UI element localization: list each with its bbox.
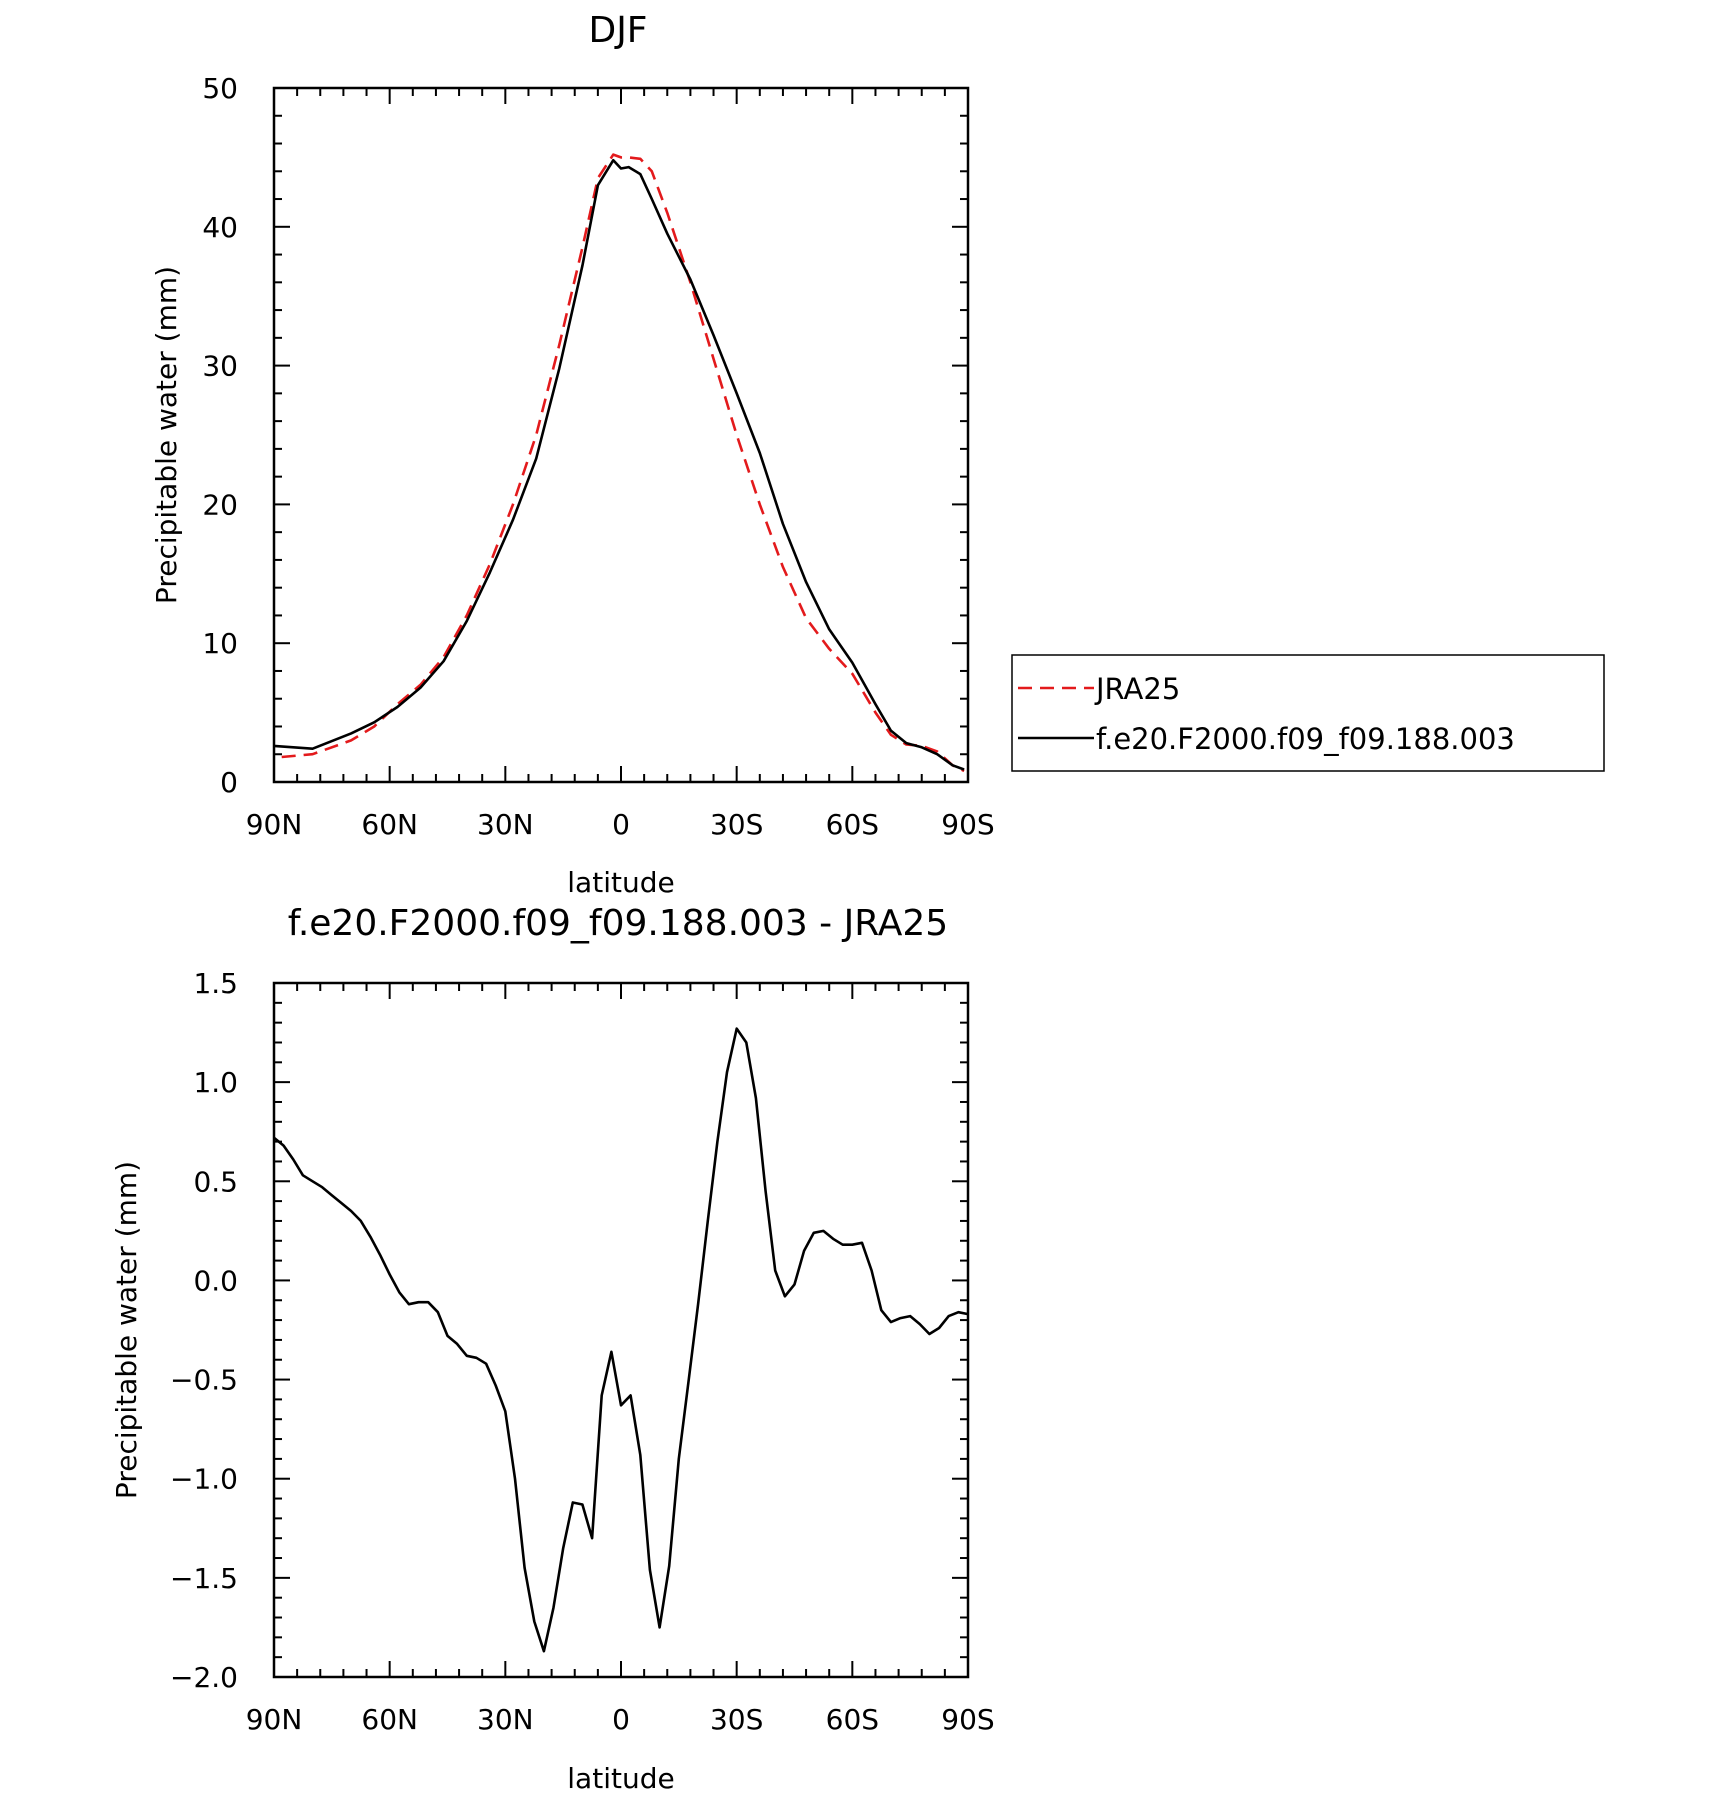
plot-frame (272, 86, 970, 784)
x-tick-label: 30N (477, 1703, 534, 1736)
y-tick-label: −1.5 (170, 1562, 238, 1595)
y-tick-label: −2.0 (170, 1661, 238, 1694)
x-tick-label: 90S (941, 808, 994, 841)
legend: JRA25 f.e20.F2000.f09_f09.188.003 (1011, 654, 1605, 772)
x-tick-label: 30S (710, 808, 763, 841)
y-axis-title: Precipitable water (mm) (110, 1161, 143, 1499)
y-tick-label: 40 (202, 211, 238, 244)
x-axis-title: latitude (567, 866, 674, 899)
series-layer (273, 1027, 969, 1653)
tick-marks (273, 87, 969, 783)
tick-marks (273, 982, 969, 1678)
y-tick-label: 10 (202, 627, 238, 660)
difference-panel: f.e20.F2000.f09_f09.188.003 - JRA25 90N 6… (110, 903, 995, 1794)
tick-labels: 90N 60N 30N 0 30S 60S 90S 0 10 20 30 40 50 (202, 72, 994, 841)
panel-title: DJF (588, 10, 647, 51)
x-tick-label: 60N (361, 1703, 418, 1736)
x-tick-label: 60N (361, 808, 418, 841)
tick-labels: 90N 60N 30N 0 30S 60S 90S −2.0 −1.5 −1.0 −0.5 0.0 0.… (170, 967, 995, 1736)
y-tick-label: 30 (202, 350, 238, 383)
y-tick-label: 0 (220, 766, 238, 799)
y-tick-label: 50 (202, 72, 238, 105)
panel-title: f.e20.F2000.f09_f09.188.003 - JRA25 (288, 903, 948, 944)
x-tick-label: 90N (246, 1703, 303, 1736)
y-tick-label: 1.0 (193, 1066, 238, 1099)
x-tick-label: 60S (826, 1703, 879, 1736)
x-tick-label: 30N (477, 808, 534, 841)
x-tick-label: 0 (612, 808, 630, 841)
series-line-jra25 (281, 153, 965, 773)
x-tick-label: 0 (612, 1703, 630, 1736)
y-axis-title: Precipitable water (mm) (150, 266, 183, 604)
plot-frame (272, 981, 970, 1679)
djf-panel: DJF 90N 60N 30N 0 30S 60S 90S 0 10 20 30 40 50 latit… (150, 10, 1605, 899)
legend-box (1011, 654, 1605, 772)
x-tick-label: 30S (710, 1703, 763, 1736)
y-tick-label: 1.5 (193, 967, 238, 1000)
series-line-difference (273, 1027, 969, 1653)
y-tick-label: 20 (202, 488, 238, 521)
series-line-f-e20-f2000-f09-f09-188-003 (273, 158, 965, 771)
legend-label-model: f.e20.F2000.f09_f09.188.003 (1096, 722, 1515, 756)
series-layer (273, 153, 965, 773)
y-tick-label: 0.0 (193, 1264, 238, 1297)
x-tick-label: 90S (941, 1703, 994, 1736)
legend-label-jra25: JRA25 (1094, 672, 1180, 706)
y-tick-label: −1.0 (170, 1463, 238, 1496)
x-axis-title: latitude (567, 1762, 674, 1794)
y-tick-label: 0.5 (193, 1165, 238, 1198)
x-tick-label: 90N (246, 808, 303, 841)
y-tick-label: −0.5 (170, 1364, 238, 1397)
x-tick-label: 60S (826, 808, 879, 841)
